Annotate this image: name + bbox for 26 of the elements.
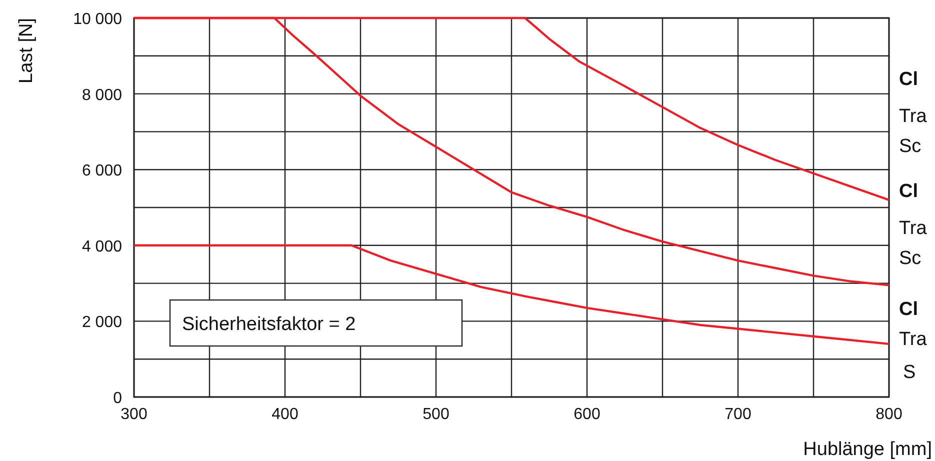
annotation: Sicherheitsfaktor = 2 [182,314,356,335]
line-series [132,244,890,346]
y-tick-label: 2 000 [82,314,122,332]
text: Sc [899,136,922,157]
y-tick-label: 10 000 [73,11,122,28]
x-tick-label: 400 [272,406,298,423]
text: Tra [899,106,928,127]
x-tick-label: 500 [422,406,450,423]
x-axis-title: Hublänge [mm] [803,439,932,460]
y-tick-label: 4 000 [82,238,122,256]
x-tick-label: 800 [876,406,902,423]
text: Cl [899,181,918,202]
text: Tra [899,329,928,350]
text: S [903,362,916,383]
y-axis-title: Last [N] [16,18,37,84]
x-tick-label: 300 [120,406,148,423]
y-tick-label: 6 000 [82,162,122,180]
text: Cl [899,69,918,90]
y-tick-label: 8 000 [82,86,122,104]
text: Sc [899,248,922,269]
text: Cl [899,299,918,320]
y-tick-label: 0 [113,390,122,407]
x-tick-label: 700 [724,406,752,423]
note-box: Sicherheitsfaktor = 2 [169,299,463,347]
text: Tra [899,218,928,239]
x-tick-label: 600 [574,406,600,423]
